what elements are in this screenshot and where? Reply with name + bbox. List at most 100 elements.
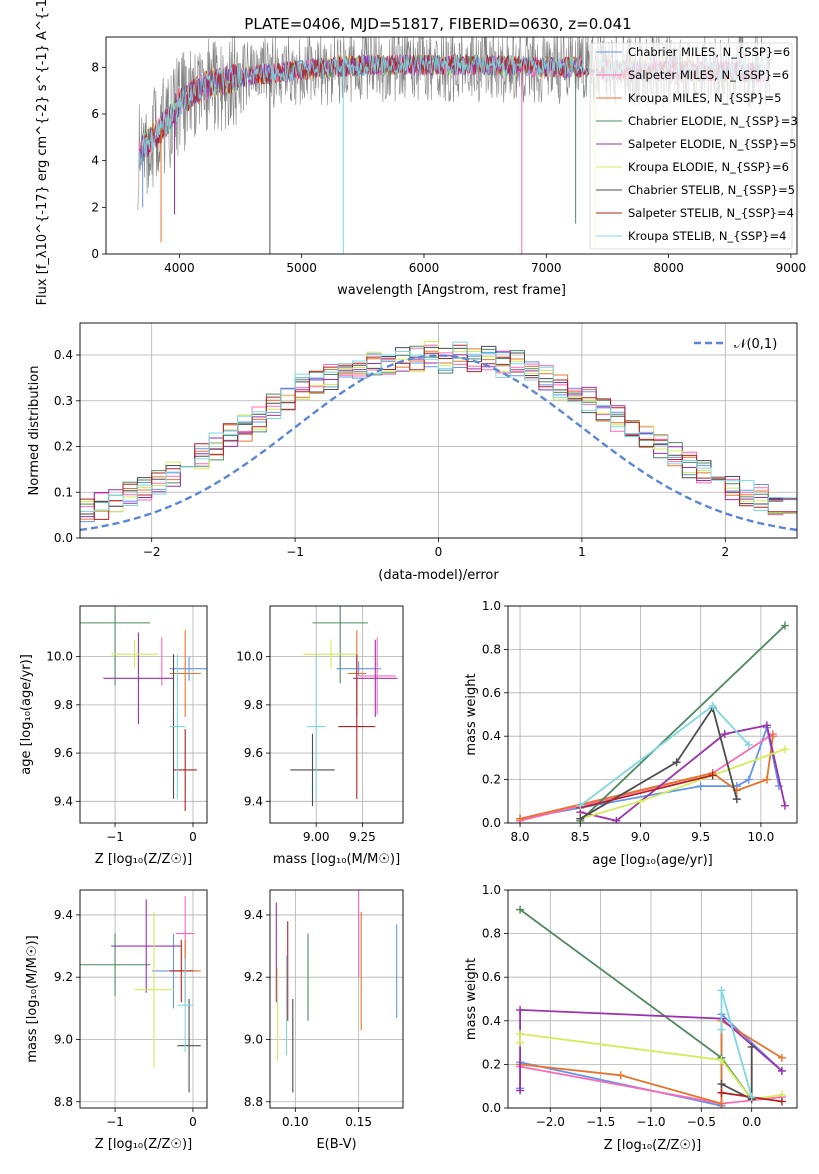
plus-marker bbox=[717, 986, 726, 995]
x-tick-label: 2 bbox=[721, 545, 729, 559]
normal-curve bbox=[80, 354, 797, 532]
error-point bbox=[169, 654, 186, 799]
x-axis-label: mass [log₁₀(M/M☉)] bbox=[273, 852, 400, 867]
y-tick-label: 8 bbox=[91, 60, 99, 74]
spectrum-axes: 4000 5000 6000 7000 8000 9000 0 2 4 6 8 bbox=[91, 60, 806, 275]
plus-marker bbox=[696, 782, 705, 791]
x-axis-label: Z [log₁₀(Z/Z☉)] bbox=[604, 1138, 701, 1153]
x-tick-label: 5000 bbox=[286, 261, 317, 275]
residual-frame bbox=[79, 322, 798, 539]
plus-marker bbox=[777, 1097, 786, 1106]
legend-label: Chabrier MILES, N_{SSP}=6 bbox=[628, 45, 790, 59]
error-point bbox=[80, 606, 151, 686]
y-tick-label: 9.6 bbox=[244, 746, 263, 760]
plus-marker bbox=[774, 782, 783, 791]
x-axis-label: age [log₁₀(age/yr)] bbox=[592, 853, 713, 868]
x-tick-label: 8.5 bbox=[571, 830, 590, 844]
series-line-7 bbox=[580, 774, 713, 809]
x-tick-label: 0.15 bbox=[345, 1115, 372, 1129]
y-tick-label: 0.4 bbox=[482, 729, 501, 743]
plus-marker bbox=[762, 721, 771, 730]
y-tick-label: 8.8 bbox=[54, 1095, 73, 1109]
plus-marker bbox=[516, 1086, 525, 1095]
plus-marker bbox=[708, 701, 717, 710]
y-tick-label: 10.0 bbox=[46, 650, 73, 664]
x-tick-label: 9.00 bbox=[303, 830, 330, 844]
error-point bbox=[80, 933, 151, 996]
y-axis-label: mass weight bbox=[464, 673, 479, 755]
plus-marker bbox=[780, 801, 789, 810]
legend-label: Kroupa STELIB, N_{SSP}=4 bbox=[628, 229, 786, 243]
residual-legend: 𝒩(0,1) bbox=[694, 337, 777, 352]
residual-hist-2 bbox=[80, 348, 797, 520]
y-tick-label: 0.0 bbox=[482, 1101, 501, 1115]
plus-marker bbox=[516, 1038, 525, 1047]
plus-marker bbox=[672, 758, 681, 767]
mass-vs-ebv-axes: 0.10 0.15 8.8 9.0 9.2 9.4 bbox=[244, 890, 403, 1129]
plus-marker bbox=[777, 1053, 786, 1062]
x-tick-label: 8000 bbox=[653, 261, 684, 275]
spectrum-frame bbox=[105, 36, 798, 255]
plus-marker bbox=[616, 1071, 625, 1080]
mass-vs-Z-axes: −1 0 8.8 9.0 9.2 9.4 bbox=[54, 890, 207, 1129]
plus-marker bbox=[747, 1042, 756, 1051]
y-tick-label: 9.4 bbox=[244, 908, 263, 922]
x-tick-label: −1 bbox=[286, 545, 304, 559]
series-line-1 bbox=[519, 733, 774, 822]
y-tick-label: 9.6 bbox=[54, 746, 73, 760]
plus-marker bbox=[708, 771, 717, 780]
residual-hist-6 bbox=[80, 345, 797, 515]
x-tick-label: 9.5 bbox=[691, 830, 710, 844]
plus-marker bbox=[747, 1093, 756, 1102]
age-vs-Z-axes: −1 0 9.4 9.6 9.8 10.0 bbox=[46, 606, 207, 844]
massweight-vs-Z-frame bbox=[507, 889, 798, 1109]
plus-marker bbox=[576, 814, 585, 823]
x-tick-label: −2 bbox=[143, 545, 161, 559]
series-line-6 bbox=[579, 705, 738, 820]
x-tick-label: 0 bbox=[435, 545, 443, 559]
y-tick-label: 9.0 bbox=[244, 1032, 263, 1046]
y-tick-label: 9.4 bbox=[54, 908, 73, 922]
x-tick-label: 0 bbox=[189, 1115, 197, 1129]
error-point bbox=[169, 939, 193, 1003]
massweight-vs-age-series bbox=[516, 621, 789, 823]
y-axis-label: mass [log₁₀(M/M☉)] bbox=[25, 935, 40, 1062]
series-line-3 bbox=[579, 624, 786, 822]
plus-marker bbox=[780, 621, 789, 630]
plus-marker bbox=[777, 1066, 786, 1075]
legend-label: Salpeter MILES, N_{SSP}=6 bbox=[628, 68, 789, 82]
legend-label: 𝒩(0,1) bbox=[734, 337, 777, 352]
legend-label: Chabrier STELIB, N_{SSP}=5 bbox=[628, 183, 795, 197]
error-point bbox=[111, 899, 182, 993]
y-tick-label: 0.8 bbox=[482, 927, 501, 941]
y-tick-label: 9.4 bbox=[244, 794, 263, 808]
x-tick-label: 10.0 bbox=[748, 830, 775, 844]
y-axis-label: Normed distribution bbox=[27, 366, 42, 496]
plus-marker bbox=[732, 795, 741, 804]
legend-label: Kroupa MILES, N_{SSP}=5 bbox=[628, 91, 781, 105]
age-vs-mass-frame bbox=[269, 605, 404, 824]
residual-hist-8 bbox=[80, 341, 797, 519]
y-tick-label: 0 bbox=[91, 247, 99, 261]
legend-box bbox=[589, 42, 793, 250]
series-line-8 bbox=[579, 704, 750, 807]
series-line-6 bbox=[721, 1047, 753, 1101]
y-tick-label: 0.0 bbox=[482, 816, 501, 830]
figure-title: PLATE=0406, MJD=51817, FIBERID=0630, z=0… bbox=[244, 15, 631, 33]
series-line-4 bbox=[580, 724, 786, 822]
spectrum-legend: Chabrier MILES, N_{SSP}=6 Salpeter MILES,… bbox=[589, 42, 798, 250]
x-tick-label: −1.0 bbox=[636, 1115, 665, 1129]
plus-marker bbox=[720, 730, 729, 739]
y-tick-label: 0.1 bbox=[54, 485, 73, 499]
residual-hist-7 bbox=[80, 344, 797, 520]
x-tick-label: −1.5 bbox=[586, 1115, 615, 1129]
plus-marker bbox=[516, 905, 525, 914]
y-tick-label: 0.2 bbox=[482, 1057, 501, 1071]
x-tick-label: 7000 bbox=[531, 261, 562, 275]
mass-vs-ebv-frame bbox=[269, 889, 404, 1109]
y-axis-label: mass weight bbox=[464, 958, 479, 1040]
y-axis-label: Flux [f_λ10^{-17} erg cm^{-2} s^{-1} A^{… bbox=[35, 0, 50, 305]
error-point bbox=[134, 911, 174, 1068]
mass-vs-Z-frame bbox=[79, 889, 208, 1109]
error-point bbox=[169, 656, 207, 681]
